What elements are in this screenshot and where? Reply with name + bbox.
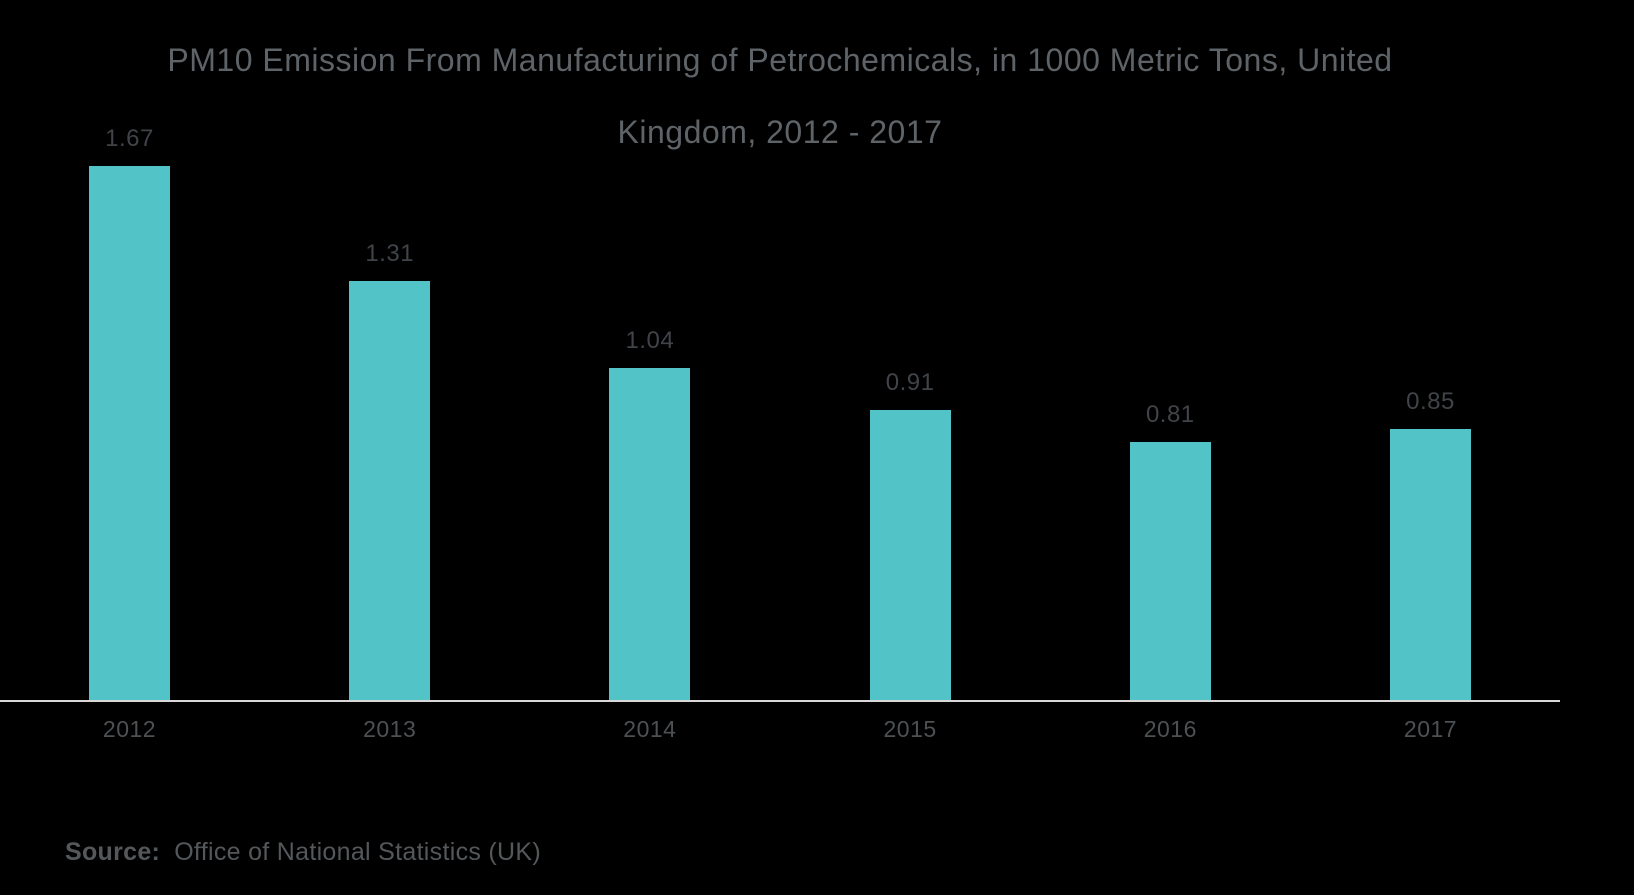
bar-value-label-2015: 0.91 xyxy=(885,369,935,396)
source-text: Office of National Statistics (UK) xyxy=(174,838,541,866)
bar-2014 xyxy=(609,368,691,702)
x-axis-line xyxy=(0,700,1560,702)
x-axis-label-2017: 2017 xyxy=(1403,716,1458,742)
bar-2016 xyxy=(1129,442,1211,702)
bar-value-label-2012: 1.67 xyxy=(105,125,154,152)
x-axis-label-2015: 2015 xyxy=(883,716,937,742)
bar-value-label-2017: 0.85 xyxy=(1406,388,1455,415)
x-axis-label-2013: 2013 xyxy=(363,716,417,742)
chart-title-line-2: Kingdom, 2012 - 2017 xyxy=(617,114,943,150)
bar-value-label-2016: 0.81 xyxy=(1145,401,1195,428)
chart-title-line-1: PM10 Emission From Manufacturing of Petr… xyxy=(167,42,1393,78)
source-label: Source: xyxy=(65,838,161,866)
bar-2015 xyxy=(869,410,951,702)
source-line: Source: Office of National Statistics (UK… xyxy=(65,838,541,867)
chart-title: PM10 Emission From Manufacturing of Petr… xyxy=(0,24,1560,168)
bar-2013 xyxy=(349,281,431,702)
bar-2017 xyxy=(1390,429,1471,702)
bar-value-label-2014: 1.04 xyxy=(625,327,675,354)
x-axis-label-2016: 2016 xyxy=(1143,716,1197,742)
bar-value-label-2013: 1.31 xyxy=(365,240,415,267)
bar-2012 xyxy=(89,166,170,702)
x-axis-label-2012: 2012 xyxy=(102,716,157,742)
x-axis-label-2014: 2014 xyxy=(623,716,677,742)
